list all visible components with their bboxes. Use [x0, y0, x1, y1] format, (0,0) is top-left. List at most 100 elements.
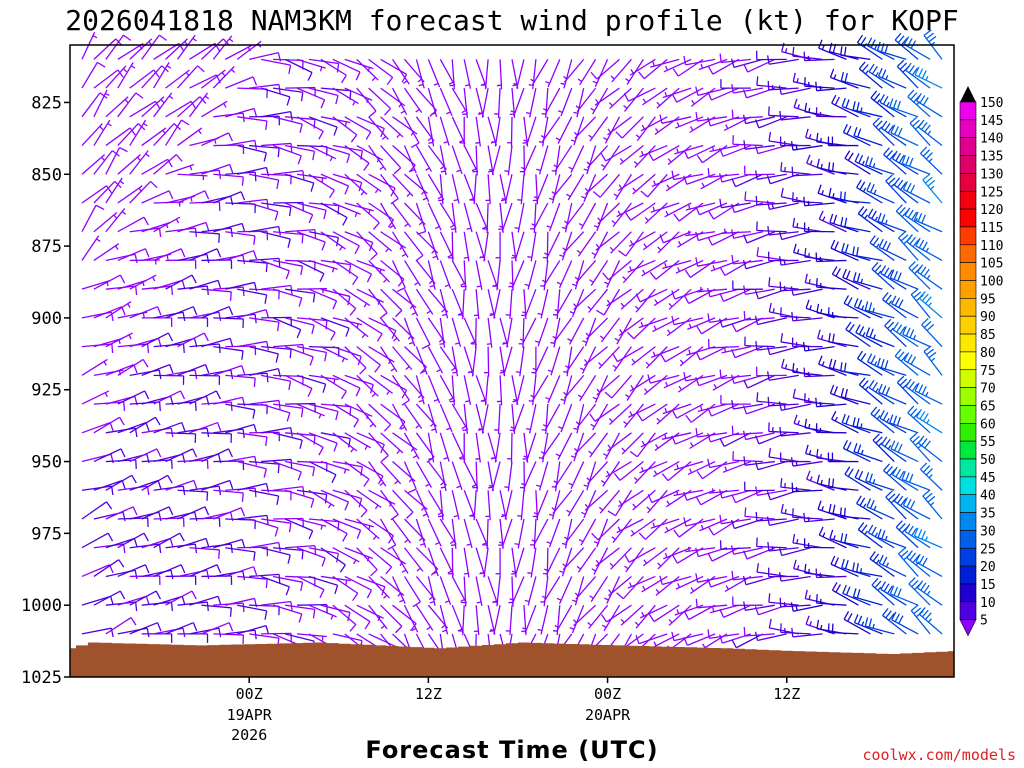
wind-barb: [237, 460, 267, 478]
wind-barb-half-feather: [399, 599, 404, 603]
wind-barb-feather: [909, 184, 916, 194]
wind-barb-half-feather: [400, 110, 406, 114]
wind-barb-half-feather: [586, 477, 591, 482]
wind-barb-shaft: [531, 375, 549, 402]
wind-barb: [403, 604, 419, 633]
wind-barb: [918, 607, 943, 635]
wind-barb: [501, 490, 513, 520]
wind-barb-feather: [612, 353, 618, 362]
wind-barb: [877, 528, 907, 549]
wind-barb: [650, 58, 680, 68]
wind-barb: [541, 260, 561, 287]
wind-barb-feather: [123, 401, 126, 412]
wind-barb-shaft: [621, 116, 644, 139]
wind-barb: [153, 248, 186, 262]
wind-barb-shaft: [756, 229, 787, 233]
wind-barb-feather: [158, 370, 162, 380]
wind-barb: [117, 248, 150, 262]
wind-barb-feather: [133, 538, 138, 548]
wind-barb-shaft: [804, 401, 835, 405]
wind-barb-half-feather: [930, 357, 936, 362]
wind-barb-shaft: [153, 154, 177, 175]
wind-barb: [105, 96, 129, 118]
wind-barb: [165, 590, 197, 606]
wind-barb-shaft: [439, 231, 455, 259]
wind-barb-half-feather: [524, 599, 530, 603]
wind-barb: [427, 518, 442, 547]
wind-barb-feather: [925, 152, 933, 160]
wind-barb-feather: [324, 494, 328, 504]
wind-barb-shaft: [611, 374, 632, 399]
wind-barb-shaft: [745, 259, 775, 270]
wind-barb: [260, 547, 291, 564]
wind-barb: [685, 230, 716, 237]
wind-barb-shaft: [638, 633, 668, 645]
wind-barb-shaft: [332, 87, 359, 105]
wind-barb-half-feather: [608, 102, 613, 107]
wind-barb-half-feather: [428, 596, 434, 600]
wind-barb-feather: [297, 471, 302, 481]
wind-barb: [189, 421, 222, 434]
wind-barb-shaft: [284, 202, 313, 216]
wind-barb-half-feather: [570, 139, 576, 143]
wind-barb-shaft: [261, 632, 292, 635]
wind-barb-feather: [911, 263, 919, 272]
wind-barb-shaft: [332, 575, 359, 594]
wind-barb: [153, 421, 186, 434]
wind-barb-feather: [907, 89, 915, 98]
wind-barb-half-feather: [642, 585, 646, 591]
wind-barb-feather: [861, 208, 868, 217]
wind-barb: [905, 378, 931, 405]
wind-barb: [320, 288, 351, 306]
wind-barb-shaft: [189, 421, 218, 434]
wind-barb-shaft: [746, 231, 776, 244]
wind-barb-half-feather: [476, 285, 482, 288]
wind-barb-shaft: [403, 288, 419, 317]
wind-barb-feather: [781, 358, 785, 368]
wind-barb-shaft: [735, 317, 764, 333]
wind-barb-feather: [321, 557, 326, 567]
wind-barb-shaft: [380, 432, 404, 454]
wind-barb: [908, 577, 931, 606]
wind-barb: [531, 518, 549, 546]
wind-barb-shaft: [380, 346, 398, 373]
wind-barb: [630, 518, 656, 537]
wind-barb-shaft: [165, 306, 194, 319]
wind-barb: [858, 377, 883, 405]
wind-barb: [475, 260, 483, 291]
wind-barb-shaft: [225, 76, 254, 89]
wind-barb-shaft: [733, 58, 764, 69]
wind-barb-feather: [847, 297, 853, 306]
wind-barb: [563, 58, 585, 83]
wind-barb-feather: [143, 532, 149, 542]
wind-barb-shaft: [415, 346, 428, 375]
wind-barb-feather: [390, 198, 399, 205]
wind-barb-shaft: [332, 489, 362, 500]
wind-barb-half-feather: [645, 361, 650, 366]
wind-barb-feather: [181, 119, 190, 126]
wind-barb-feather: [871, 577, 879, 586]
wind-barb: [698, 58, 728, 71]
wind-barb-feather: [743, 140, 746, 150]
wind-barb-half-feather: [491, 457, 497, 460]
wind-barb-feather: [695, 598, 698, 608]
wind-barb-shaft: [596, 374, 620, 396]
wind-barb: [237, 340, 269, 351]
wind-barb-shaft: [105, 364, 135, 376]
wind-barb-shaft: [721, 489, 752, 499]
wind-barb-shaft: [892, 474, 919, 491]
wind-barb-shaft: [710, 259, 740, 272]
wind-barb: [344, 116, 372, 140]
wind-barb-shaft: [344, 604, 371, 623]
wind-barb-feather: [299, 123, 303, 133]
wind-barb-half-feather: [453, 198, 459, 202]
wind-barb-shaft: [816, 259, 847, 263]
wind-barb-half-feather: [597, 217, 602, 222]
wind-barb-half-feather: [437, 196, 443, 200]
wind-barb-half-feather: [552, 335, 557, 340]
wind-barb-feather: [857, 615, 863, 625]
wind-barb-shaft: [732, 259, 763, 265]
wind-barb-shaft: [165, 227, 196, 233]
wind-barb-feather: [289, 349, 292, 359]
wind-barb-half-feather: [821, 361, 825, 366]
